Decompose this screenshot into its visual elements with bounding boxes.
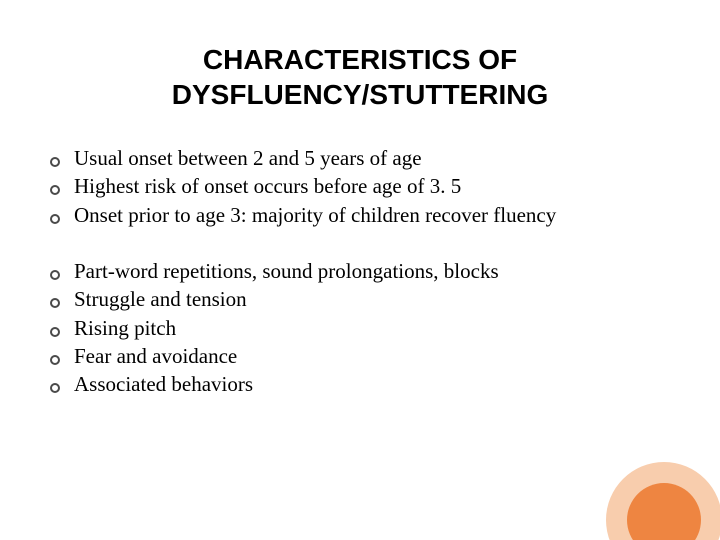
list-item: Highest risk of onset occurs before age … [50,172,670,200]
bullet-icon [50,185,60,195]
bullet-icon [50,214,60,224]
corner-circle-inner [627,483,701,540]
corner-circle-outer [606,462,720,540]
list-item: Rising pitch [50,314,670,342]
bullet-icon [50,298,60,308]
list-item: Onset prior to age 3: majority of childr… [50,201,670,229]
list-item-text: Struggle and tension [74,285,670,313]
content-body: Usual onset between 2 and 5 years of age… [50,144,670,399]
list-item: Fear and avoidance [50,342,670,370]
slide: CHARACTERISTICS OF DYSFLUENCY/STUTTERING… [0,0,720,540]
list-item: Usual onset between 2 and 5 years of age [50,144,670,172]
list-item-text: Highest risk of onset occurs before age … [74,172,670,200]
list-item: Part-word repetitions, sound prolongatio… [50,257,670,285]
list-item-text: Onset prior to age 3: majority of childr… [74,201,670,229]
title-line-2: DYSFLUENCY/STUTTERING [172,79,548,110]
list-group: Part-word repetitions, sound prolongatio… [50,257,670,399]
bullet-icon [50,327,60,337]
list-item-text: Rising pitch [74,314,670,342]
list-item-text: Fear and avoidance [74,342,670,370]
bullet-icon [50,270,60,280]
list-item-text: Associated behaviors [74,370,670,398]
slide-title: CHARACTERISTICS OF DYSFLUENCY/STUTTERING [50,42,670,112]
bullet-icon [50,355,60,365]
bullet-icon [50,383,60,393]
list-group: Usual onset between 2 and 5 years of age… [50,144,670,229]
bullet-icon [50,157,60,167]
list-item-text: Part-word repetitions, sound prolongatio… [74,257,670,285]
list-item: Struggle and tension [50,285,670,313]
list-item: Associated behaviors [50,370,670,398]
list-item-text: Usual onset between 2 and 5 years of age [74,144,670,172]
title-line-1: CHARACTERISTICS OF [203,44,517,75]
